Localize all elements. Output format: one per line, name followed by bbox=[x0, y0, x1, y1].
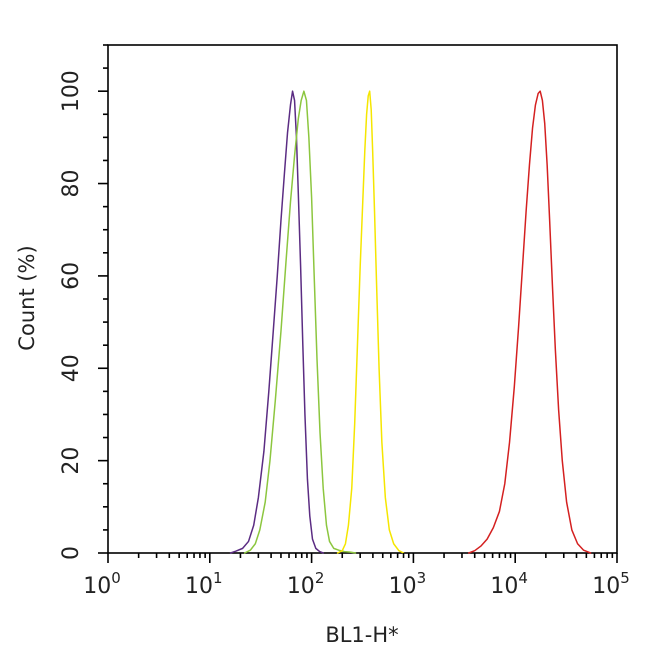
series-line-3 bbox=[336, 90, 405, 554]
x-axis: 100 101 102 103 104 105 bbox=[83, 553, 630, 599]
y-axis-title: Count (%) bbox=[15, 245, 39, 350]
x-tick-exponent: 4 bbox=[518, 569, 528, 587]
y-axis: 0 20 40 60 80 100 bbox=[59, 44, 108, 560]
x-tick-label: 101 bbox=[185, 569, 223, 599]
x-tick-base: 10 bbox=[490, 574, 518, 599]
series-line-1 bbox=[229, 90, 324, 554]
x-tick-exponent: 3 bbox=[417, 569, 427, 587]
x-tick-label: 104 bbox=[490, 569, 528, 599]
y-tick-label: 0 bbox=[59, 546, 84, 560]
series-layer bbox=[229, 90, 592, 554]
x-axis-title: BL1-H* bbox=[325, 623, 398, 647]
y-tick-label: 60 bbox=[59, 262, 84, 290]
x-tick-label: 105 bbox=[592, 569, 630, 599]
plot-area bbox=[107, 44, 618, 554]
x-tick-exponent: 2 bbox=[315, 569, 325, 587]
series-line-2 bbox=[243, 90, 357, 554]
x-tick-base: 10 bbox=[287, 574, 315, 599]
x-tick-base: 10 bbox=[83, 574, 111, 599]
x-tick-label: 103 bbox=[389, 569, 427, 599]
x-tick-base: 10 bbox=[592, 574, 620, 599]
y-tick-label: 40 bbox=[59, 354, 84, 382]
x-tick-label: 100 bbox=[83, 569, 121, 599]
x-tick-exponent: 1 bbox=[213, 569, 223, 587]
x-tick-base: 10 bbox=[389, 574, 417, 599]
plot-frame bbox=[107, 44, 618, 554]
x-tick-label: 102 bbox=[287, 569, 325, 599]
y-tick-label: 80 bbox=[59, 170, 84, 198]
y-tick-label: 20 bbox=[59, 447, 84, 475]
x-tick-base: 10 bbox=[185, 574, 213, 599]
series-line-4 bbox=[468, 90, 592, 554]
x-tick-exponent: 5 bbox=[620, 569, 630, 587]
y-tick-label: 100 bbox=[59, 70, 84, 112]
x-tick-exponent: 0 bbox=[111, 569, 121, 587]
